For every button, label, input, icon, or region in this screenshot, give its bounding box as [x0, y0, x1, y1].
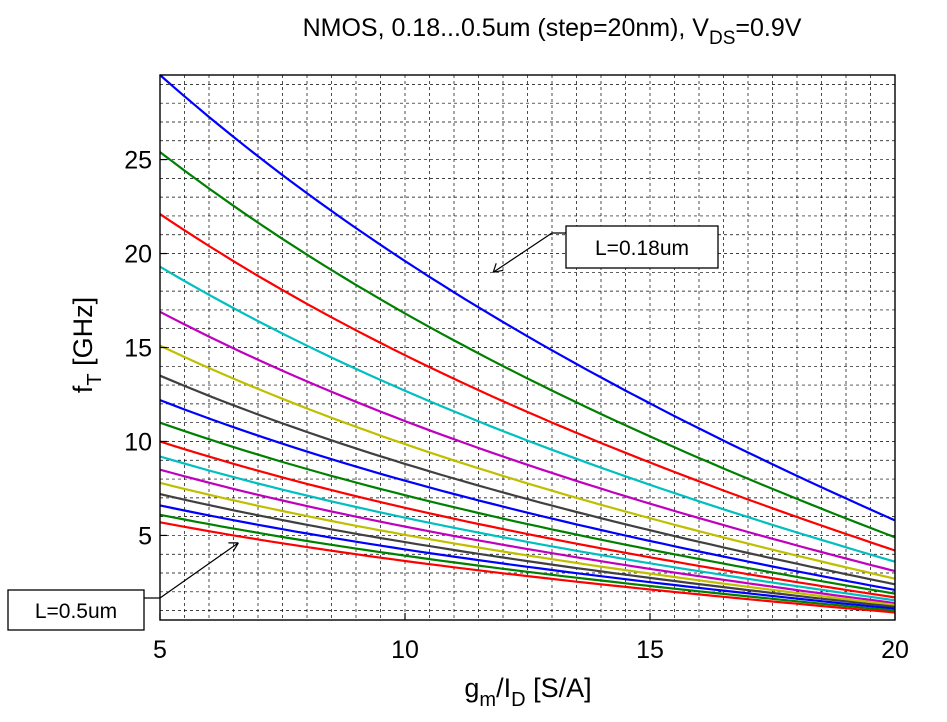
annotation-l05: L=0.5um — [7, 542, 239, 631]
series-line-7 — [159, 374, 896, 586]
series-line-3 — [159, 213, 896, 552]
series-line-5 — [159, 310, 896, 573]
x-tick-label: 5 — [153, 636, 167, 664]
annotation-l018-box — [565, 225, 719, 269]
x-tick-label: 10 — [391, 636, 419, 664]
series-line-14 — [159, 493, 896, 608]
series-line-17 — [159, 521, 896, 614]
plot-area — [159, 74, 896, 621]
series-line-1 — [159, 74, 896, 522]
annotation-l05-text: L=0.5um — [35, 600, 117, 623]
y-tick-label: 15 — [124, 335, 152, 363]
series-line-12 — [159, 468, 896, 605]
x-axis-label: gm/ID [S/A] — [464, 673, 591, 711]
series-line-13 — [159, 481, 896, 607]
series-line-9 — [159, 421, 896, 595]
x-tick-labels: 5 10 15 20 — [153, 636, 909, 664]
y-tick-label: 10 — [124, 428, 152, 456]
annotation-l018-arrow — [492, 232, 566, 273]
series-group — [159, 74, 896, 614]
y-tick-label: 5 — [138, 522, 152, 550]
series-line-6 — [159, 344, 896, 580]
series-line-11 — [159, 455, 896, 602]
series-line-10 — [159, 440, 896, 599]
series-line-8 — [159, 399, 896, 591]
x-tick-label: 15 — [636, 636, 664, 664]
annotation-l05-box — [7, 589, 145, 631]
series-line-15 — [159, 504, 896, 610]
annotation-l05-arrow — [144, 542, 239, 599]
grid — [160, 75, 895, 620]
annotation-l018: L=0.18um — [492, 225, 719, 273]
series-line-4 — [159, 265, 896, 563]
series-line-16 — [159, 513, 896, 612]
annotation-l018-text: L=0.18um — [595, 237, 689, 260]
series-line-2 — [159, 151, 896, 539]
y-tick-labels: 5 10 15 20 25 — [124, 147, 152, 551]
x-tick-label: 20 — [881, 636, 909, 664]
y-axis-label: fT [GHz] — [68, 297, 106, 393]
y-tick-label: 20 — [124, 241, 152, 269]
y-tick-label: 25 — [124, 147, 152, 175]
chart-title: NMOS, 0.18...0.5um (step=20nm), VDS=0.9V — [303, 14, 802, 49]
